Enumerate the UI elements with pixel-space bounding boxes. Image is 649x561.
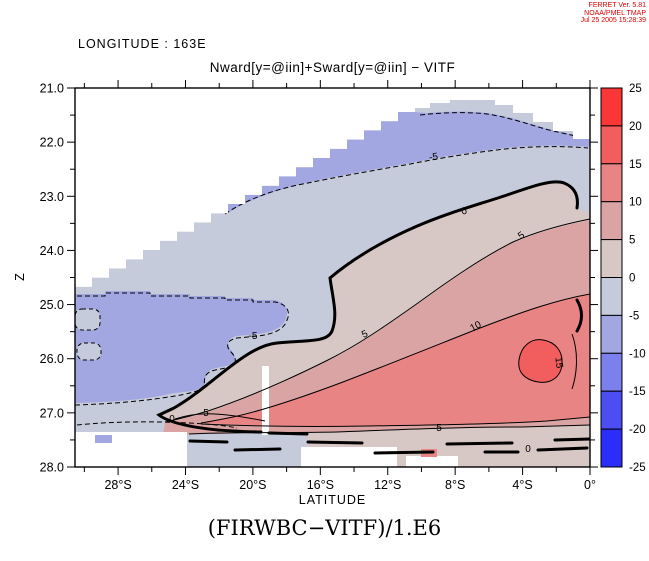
svg-text:5: 5	[360, 328, 370, 341]
svg-text:0: 0	[525, 444, 531, 455]
axes: 28°S 24°S 20°S 16°S 12°S 8°S 4°S 0° 21.0 22.0 23.0…	[40, 80, 598, 492]
data-region: -5 -5 0 0 0 5 5 5 5 10 15	[75, 100, 590, 467]
stamp-datetime: Jul 25 2005 15:28:39	[580, 17, 646, 24]
no-data-gaps	[75, 366, 458, 467]
contour-value-labels: -5 -5 0 0 0 5 5 5 5 10 15	[169, 151, 564, 455]
fill-upper-neg10-band	[228, 111, 590, 213]
svg-text:15: 15	[629, 159, 642, 171]
fill-blob-15-20	[518, 339, 563, 383]
svg-text:28°S: 28°S	[104, 478, 131, 492]
stamp-agency: NOAA/PMEL TMAP	[584, 9, 646, 17]
svg-text:21.0: 21.0	[40, 82, 64, 96]
svg-text:26.0: 26.0	[40, 352, 64, 366]
svg-text:24.0: 24.0	[40, 244, 64, 258]
svg-text:0: 0	[169, 414, 175, 425]
svg-text:20°S: 20°S	[239, 478, 266, 492]
notch-left-2	[76, 342, 102, 361]
svg-text:25.0: 25.0	[40, 298, 64, 312]
expression-label: (FIRWBC−VITF)/1.E6	[207, 516, 442, 540]
svg-text:5: 5	[436, 423, 442, 434]
svg-text:-15: -15	[629, 386, 646, 398]
contours-thin-5	[164, 218, 590, 435]
plot-title: Nward[y=@iin]+Sward[y=@iin] − VITF	[209, 60, 456, 75]
contours-thick-0	[156, 180, 590, 455]
svg-text:-5: -5	[629, 310, 639, 322]
svg-text:0: 0	[460, 205, 469, 217]
fill-band-10-15	[201, 294, 590, 427]
svg-text:28.0: 28.0	[40, 461, 64, 475]
svg-text:-5: -5	[428, 151, 439, 163]
svg-text:22.0: 22.0	[40, 136, 64, 150]
svg-text:4°S: 4°S	[512, 478, 532, 492]
svg-text:-20: -20	[629, 424, 646, 436]
stamp-version: FERRET Ver. 5.81	[588, 2, 646, 9]
ferret-stamp: FERRET Ver. 5.81 NOAA/PMEL TMAP Jul 25 2…	[581, 2, 646, 25]
svg-text:0°: 0°	[584, 478, 596, 492]
svg-text:12°S: 12°S	[374, 478, 401, 492]
svg-text:10: 10	[468, 319, 483, 334]
svg-text:5: 5	[629, 235, 635, 247]
x-axis-title: LATITUDE	[298, 493, 367, 507]
svg-text:27.0: 27.0	[40, 406, 64, 420]
cell-lavender-isolated	[95, 435, 112, 443]
plot-frame	[74, 87, 591, 468]
svg-text:8°S: 8°S	[445, 478, 465, 492]
fill-left-neg10-tongue	[75, 291, 287, 403]
svg-text:0: 0	[629, 273, 635, 285]
contours-thin-10-15	[200, 293, 590, 427]
notch-left-1	[75, 308, 101, 331]
svg-text:-5: -5	[249, 331, 258, 342]
svg-text:-10: -10	[629, 348, 646, 360]
svg-text:25: 25	[629, 83, 642, 95]
colorbar: 25 20 15 10 5 0 -5 -10 -15 -20 -25	[600, 83, 646, 474]
svg-text:5: 5	[516, 230, 527, 242]
svg-text:24°S: 24°S	[172, 478, 199, 492]
svg-text:20: 20	[629, 121, 642, 133]
svg-text:10: 10	[629, 197, 642, 209]
y-axis-title: Z	[12, 273, 27, 281]
svg-text:16°S: 16°S	[307, 478, 334, 492]
longitude-context-label: LONGITUDE : 163E	[78, 37, 207, 51]
svg-text:-25: -25	[629, 462, 646, 474]
contours-dashed-neg5	[75, 112, 589, 429]
svg-text:15: 15	[552, 357, 564, 370]
svg-text:5: 5	[203, 408, 209, 419]
svg-text:23.0: 23.0	[40, 190, 64, 204]
